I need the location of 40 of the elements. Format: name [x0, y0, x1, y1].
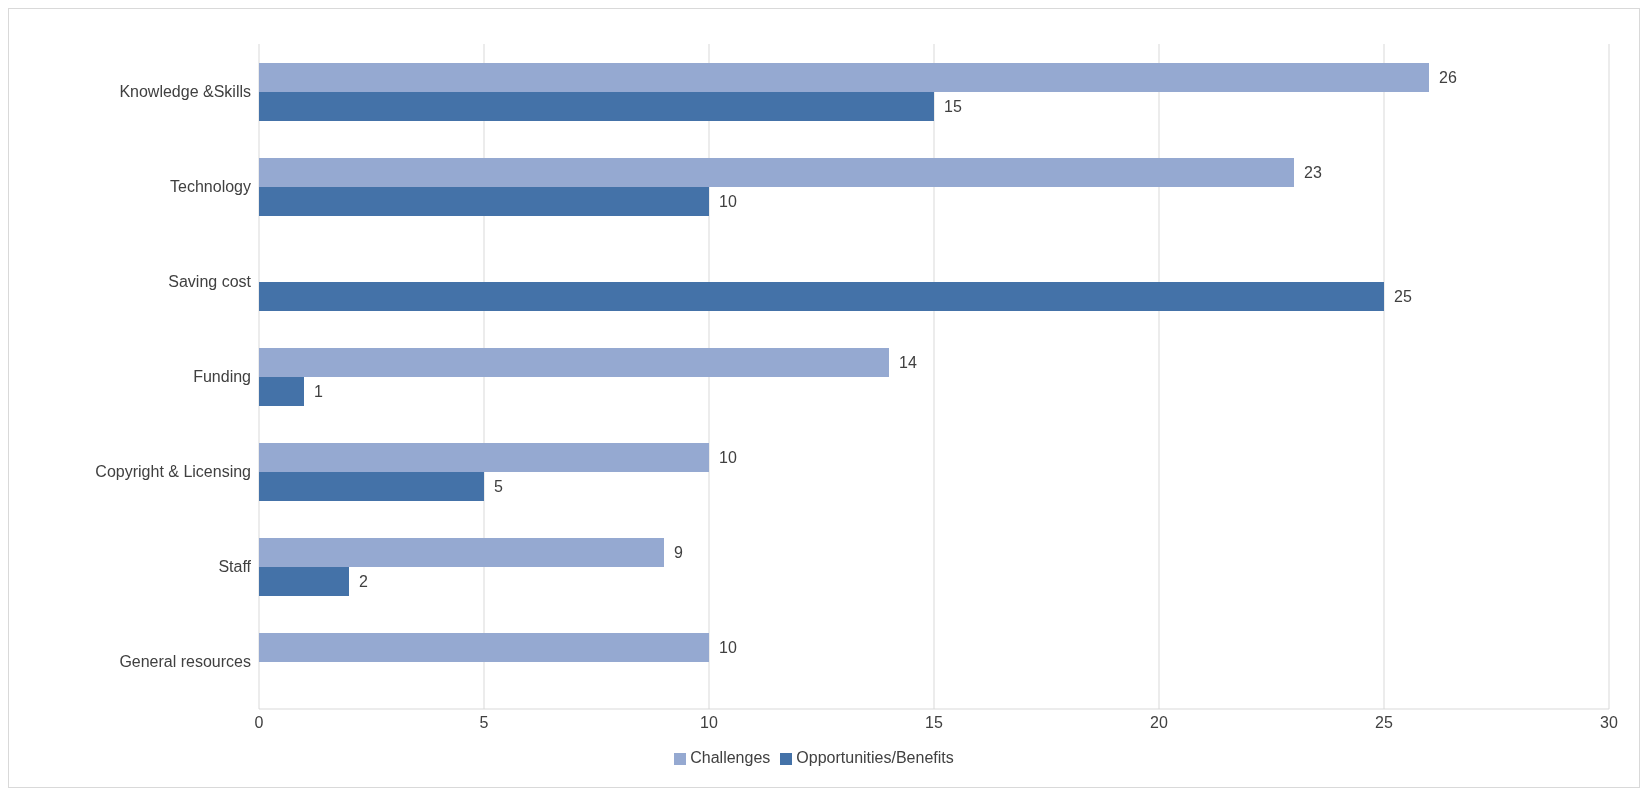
data-label: 10	[719, 639, 737, 657]
bar	[259, 443, 709, 472]
bar	[259, 377, 304, 406]
data-label: 26	[1439, 69, 1457, 87]
y-tick-label: Copyright & Licensing	[95, 463, 251, 481]
bar	[259, 92, 934, 121]
bar	[259, 633, 709, 662]
data-label: 1	[314, 383, 323, 401]
data-label: 23	[1304, 164, 1322, 182]
bar	[259, 472, 484, 501]
data-label: 14	[899, 354, 917, 372]
y-tick-label: Technology	[170, 178, 251, 196]
y-tick-label: Saving cost	[168, 273, 252, 291]
x-tick-label: 10	[700, 714, 718, 732]
x-tick-label: 30	[1600, 714, 1618, 732]
legend-label: Challenges	[690, 749, 771, 766]
x-tick-label: 25	[1375, 714, 1393, 732]
legend-label: Opportunities/Benefits	[796, 749, 954, 766]
bar	[259, 567, 349, 596]
data-label: 10	[719, 193, 737, 211]
y-tick-label: General resources	[119, 653, 251, 671]
bar	[259, 348, 889, 377]
bar	[259, 63, 1429, 92]
x-tick-label: 15	[925, 714, 943, 732]
bar	[259, 282, 1384, 311]
x-tick-label: 20	[1150, 714, 1168, 732]
bar	[259, 158, 1294, 187]
data-label: 5	[494, 478, 503, 496]
x-tick-label: 0	[254, 714, 264, 732]
bar	[259, 187, 709, 216]
y-tick-label: Knowledge &Skills	[119, 83, 251, 101]
data-label: 2	[359, 573, 368, 591]
y-tick-label: Staff	[218, 558, 252, 576]
y-tick-label: Funding	[193, 368, 251, 386]
x-tick-label: 5	[479, 714, 489, 732]
bar	[259, 538, 664, 567]
data-label: 9	[674, 544, 683, 562]
data-label: 25	[1394, 288, 1412, 306]
data-label: 15	[944, 98, 962, 116]
data-label: 10	[719, 449, 737, 467]
